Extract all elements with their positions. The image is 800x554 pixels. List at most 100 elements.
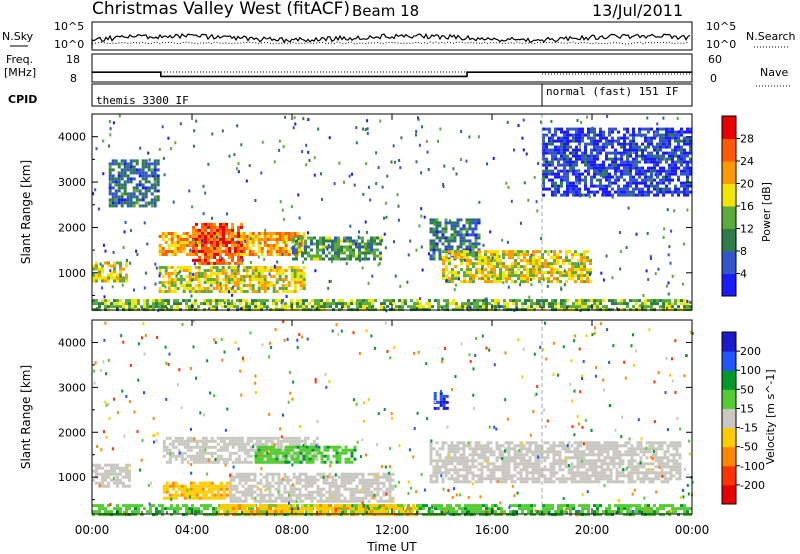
heatmap-cell [95,472,98,476]
heatmap-cell [129,162,133,166]
heatmap-cell [462,444,466,448]
heatmap-cell [278,278,282,281]
heatmap-cell [349,493,353,497]
heatmap-cell [647,145,650,149]
heatmap-cell [129,195,133,199]
freq-right-tick-bottom: 0 [710,72,717,85]
heatmap-cell [562,259,565,263]
heatmap-cell [195,246,198,250]
heatmap-cell [442,256,445,260]
heatmap-cell [201,249,204,253]
heatmap-cell [344,302,347,306]
heatmap-cell [491,275,494,279]
heatmap-cell [179,241,183,244]
heatmap-cell [158,274,161,278]
heatmap-cell [299,445,303,449]
heatmap-cell [304,257,307,261]
heatmap-cell [170,278,174,281]
heatmap-cell [150,162,154,166]
heatmap-cell [116,481,119,485]
heatmap-cell [167,232,171,235]
heatmap-cell [477,468,481,472]
heatmap-cell [545,145,548,149]
heatmap-cell [210,231,213,235]
heatmap-cell [583,265,586,269]
heatmap-cell [161,284,165,287]
heatmap-cell [110,469,113,473]
heatmap-cell [287,232,291,235]
heatmap-cell [298,475,302,479]
heatmap-cell [189,439,193,443]
heatmap-cell [195,484,199,488]
heatmap-cell [203,278,207,281]
heatmap-cell [551,160,554,164]
heatmap-cell [201,448,205,452]
heatmap-cell [156,189,160,193]
heatmap-cell [104,261,107,265]
heatmap-cell [278,253,282,256]
heatmap-cell [132,165,136,169]
heatmap-cell [111,180,115,184]
heatmap-cell [674,130,677,134]
heatmap-cell [391,472,395,476]
heatmap-cell [292,248,295,252]
cpid-label: CPID [8,93,37,106]
heatmap-cell [350,454,354,458]
heatmap-cell [492,462,496,466]
heatmap-cell [353,445,357,449]
heatmap-cell [156,198,160,202]
heatmap-cell [263,284,267,287]
heatmap-cell [266,244,270,247]
heatmap-cell [506,120,509,124]
heatmap-cell [432,480,436,484]
heatmap-cell [101,466,104,470]
heatmap-cell [245,284,249,287]
heatmap-cell [650,184,653,188]
heatmap-cell [119,478,122,482]
heatmap-cell [301,484,305,488]
heatmap-cell [275,448,279,452]
heatmap-cell [542,278,545,282]
heatmap-cell [188,290,192,293]
heatmap-cell [98,466,101,470]
heatmap-cell [257,247,261,250]
heatmap-cell [485,302,488,306]
heatmap-cell [255,445,259,449]
heatmap-cell [302,302,305,306]
heatmap-cell [310,239,313,243]
heatmap-cell [204,481,208,485]
heatmap-cell [161,266,165,269]
heatmap-cell [444,224,448,228]
heatmap-cell [511,265,514,269]
cpid-program-1: themis 3300 IF [96,94,189,107]
heatmap-cell [280,496,284,500]
heatmap-cell [532,256,535,260]
heatmap-cell [541,271,544,275]
heatmap-cell [462,480,466,484]
heatmap-cell [296,232,300,235]
heatmap-cell [441,471,445,475]
heatmap-cell [545,299,548,303]
heatmap-cell [244,478,248,482]
heatmap-cell [253,490,257,494]
heatmap-cell [283,240,286,244]
heatmap-cell [327,286,330,290]
heatmap-cell [626,181,629,185]
heatmap-cell [469,277,472,281]
heatmap-cell [195,445,199,449]
heatmap-cell [273,436,277,440]
heatmap-cell [317,299,320,303]
heatmap-cell [580,265,583,269]
heatmap-cell [448,280,451,284]
heatmap-cell [210,496,214,500]
heatmap-cell [92,273,95,277]
heatmap-cell [341,299,344,303]
heatmap-cell [578,172,581,176]
heatmap-cell [590,178,593,182]
heatmap-cell [188,244,192,247]
heatmap-cell [504,480,508,484]
freq-trace [92,71,692,78]
heatmap-cell [441,459,445,463]
heatmap-cell [271,475,275,479]
heatmap-cell [259,493,263,497]
